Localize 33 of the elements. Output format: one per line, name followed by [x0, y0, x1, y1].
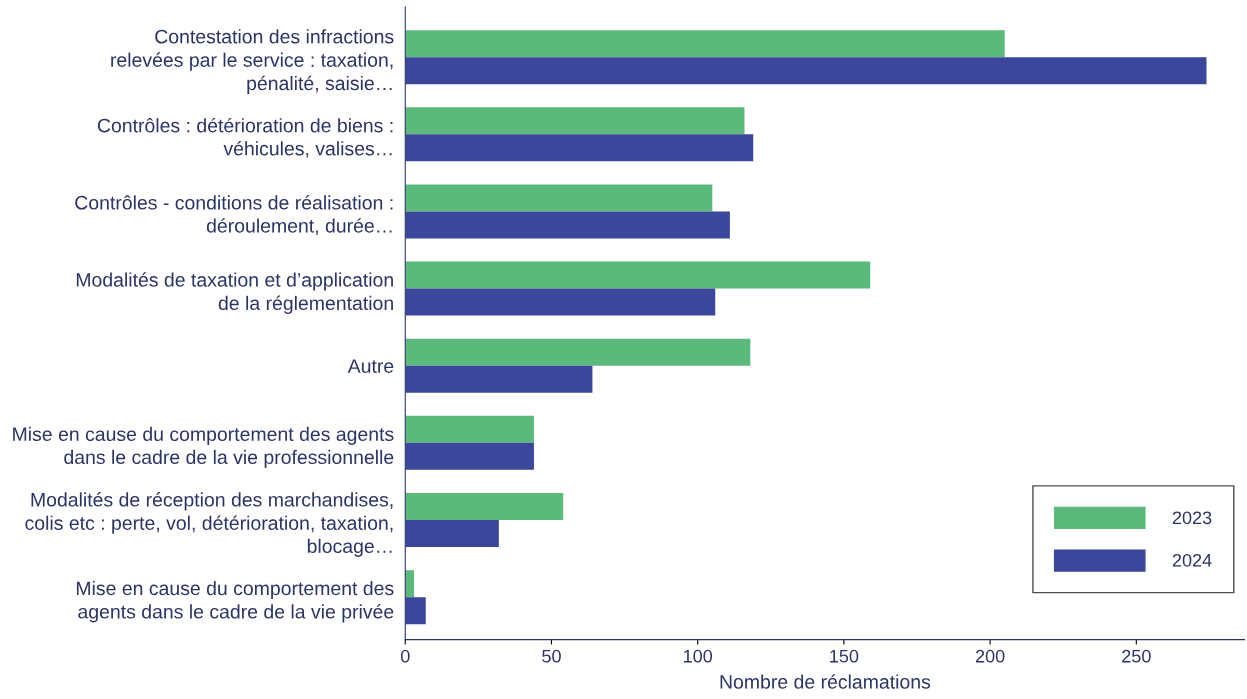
y-tick-label: Modalités de taxation et d’application de la réglementation — [76, 272, 393, 314]
y-tick-label: Contestation des infractions relevées par le service : taxation, pénalité, saisie… — [111, 29, 394, 95]
bar — [405, 365, 593, 393]
bar — [405, 134, 754, 162]
bar — [405, 338, 751, 366]
y-tick-label: Mise en cause du comportement des agents dans le cadre de la vie privée — [76, 580, 394, 623]
bar — [405, 570, 415, 598]
bar — [405, 288, 716, 316]
bar — [405, 597, 426, 625]
bar — [405, 493, 564, 521]
legend-label: 2024 — [1172, 553, 1212, 567]
legend-label: 2023 — [1172, 511, 1212, 525]
bar — [405, 30, 1005, 58]
x-axis-title: Nombre de réclamations — [720, 674, 931, 689]
bar — [405, 261, 871, 289]
y-tick-label: Contrôles - conditions de réalisation : déroulement, durée… — [75, 195, 393, 235]
y-tick-label: Modalités de réception des marchandises, colis etc : perte, vol, détérioration, taxation, blocage… — [25, 492, 393, 557]
bar — [405, 520, 499, 548]
x-tick-label: 200 — [975, 649, 1005, 663]
x-tick-label: 50 — [542, 649, 561, 663]
x-tick-label: 100 — [684, 649, 713, 663]
x-tick-label: 250 — [1122, 649, 1151, 663]
x-tick-label: 0 — [400, 649, 410, 663]
bar — [405, 415, 534, 443]
bar — [405, 57, 1207, 85]
x-tick-label: 150 — [830, 649, 859, 663]
y-tick-label: Contrôles : détérioration de biens : véhicules, valises… — [97, 117, 393, 158]
bar — [405, 211, 730, 239]
y-tick-label: Autre — [347, 359, 394, 373]
bar — [405, 442, 534, 470]
y-tick-label: Mise en cause du comportement des agents dans le cadre de la vie professionnelle — [13, 426, 394, 468]
bar — [405, 107, 745, 135]
bar — [405, 184, 713, 212]
